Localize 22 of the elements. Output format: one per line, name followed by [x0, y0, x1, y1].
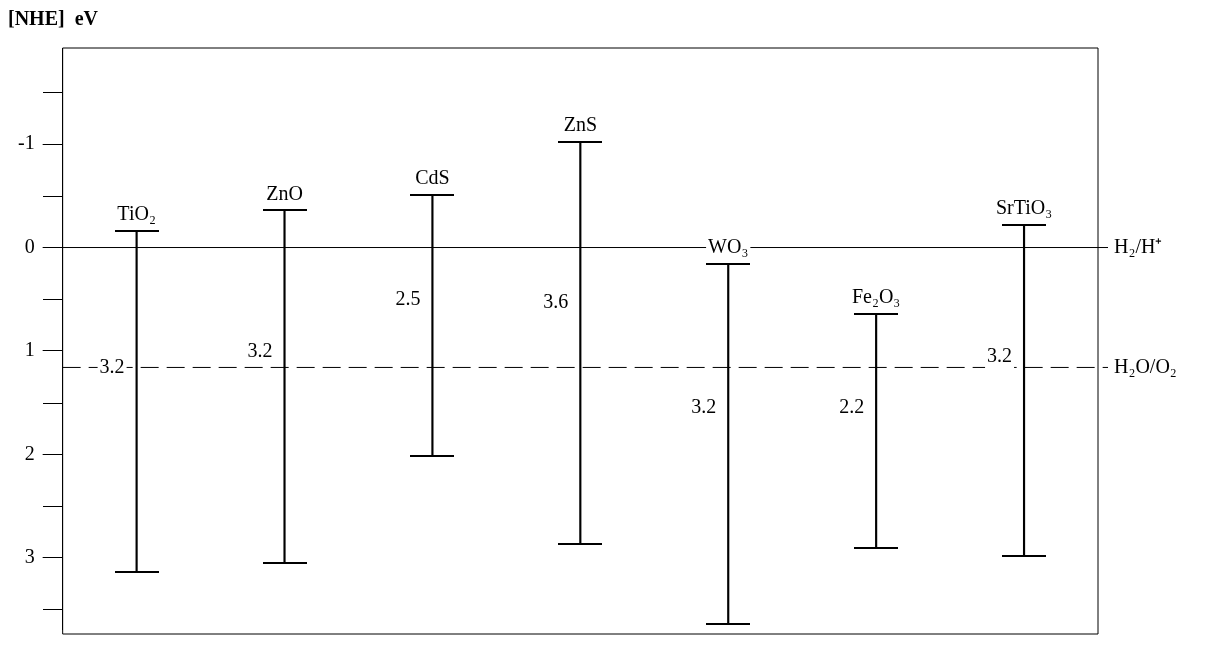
ref-line-label: H₂/H⁺ [1114, 234, 1163, 257]
annotation: 3.2 [99, 354, 125, 377]
y-tick-label: 2 [24, 441, 35, 464]
ref-line-label: H₂O/O₂ [1114, 354, 1177, 377]
annotation: 2.5 [395, 286, 421, 309]
y-tick-label: 1 [24, 338, 35, 361]
x-tick-label: SrTiO₃ [995, 196, 1053, 219]
x-tick-label: ZnO [266, 181, 303, 204]
annotation: 3.6 [543, 290, 569, 313]
x-tick-label: TiO₂ [117, 202, 156, 225]
y-tick-label: -1 [17, 131, 35, 154]
x-tick-label: ZnS [563, 113, 597, 136]
annotation: 3.2 [987, 344, 1013, 367]
annotation: 3.2 [691, 395, 717, 418]
y-tick-label: 0 [24, 234, 35, 257]
x-tick-label: CdS [415, 166, 450, 189]
y-axis-title: [NHE] eV [8, 7, 99, 30]
x-tick-label: Fe₂O₃ [851, 284, 901, 307]
annotation: 2.2 [839, 394, 865, 417]
annotation: 3.2 [247, 338, 273, 361]
y-tick-label: 3 [24, 544, 35, 567]
x-tick-label: WO₃ [708, 235, 749, 258]
